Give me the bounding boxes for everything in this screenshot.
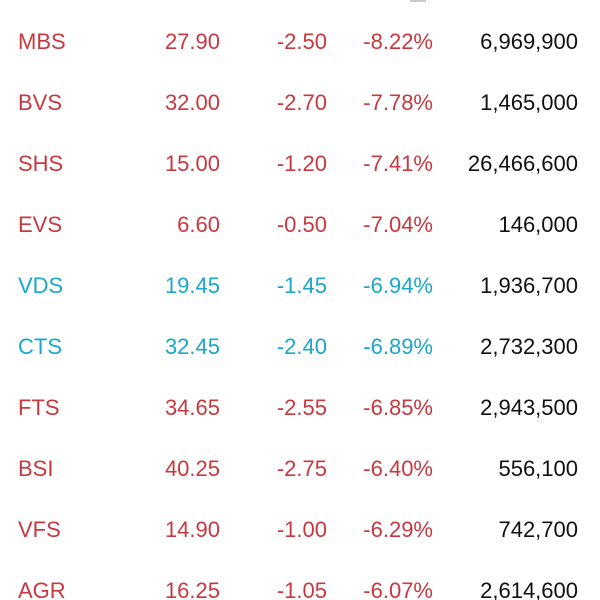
stock-price: 27.90 bbox=[164, 29, 220, 54]
stock-symbol: AGR bbox=[18, 578, 66, 600]
stock-price: 32.45 bbox=[164, 334, 220, 359]
stock-symbol: VFS bbox=[18, 517, 61, 542]
stock-change-percent: -6.94% bbox=[363, 273, 433, 298]
stock-volume: 2,943,500 bbox=[480, 395, 578, 420]
stock-change-percent: -7.78% bbox=[363, 90, 433, 115]
stock-price: 6.60 bbox=[177, 212, 220, 237]
stock-volume: 1,936,700 bbox=[480, 273, 578, 298]
stock-symbol: BVS bbox=[18, 90, 63, 115]
stock-change: -0.50 bbox=[276, 212, 327, 237]
stock-volume: 2,614,600 bbox=[480, 578, 578, 600]
stock-price: 34.65 bbox=[164, 395, 220, 420]
stock-row[interactable]: MBS 27.90 -2.50 -8.22% 6,969,900 bbox=[0, 11, 600, 72]
stock-symbol: MBS bbox=[18, 29, 66, 54]
stock-change-percent: -7.04% bbox=[363, 212, 433, 237]
stock-row[interactable]: FTS 34.65 -2.55 -6.85% 2,943,500 bbox=[0, 377, 600, 438]
stock-symbol: BSI bbox=[18, 456, 54, 481]
stock-change: -1.20 bbox=[276, 151, 327, 176]
stock-change: -2.75 bbox=[276, 456, 327, 481]
stock-symbol: VDS bbox=[18, 273, 64, 298]
stock-change: -1.45 bbox=[276, 273, 327, 298]
stock-row[interactable]: SHS 15.00 -1.20 -7.41% 26,466,600 bbox=[0, 133, 600, 194]
stock-price: 14.90 bbox=[164, 517, 220, 542]
stock-row[interactable]: VDS 19.45 -1.45 -6.94% 1,936,700 bbox=[0, 255, 600, 316]
stock-symbol: CTS bbox=[18, 334, 62, 359]
stock-change: -2.40 bbox=[276, 334, 327, 359]
stock-symbol: SHS bbox=[18, 151, 64, 176]
stock-row[interactable]: CTS 32.45 -2.40 -6.89% 2,732,300 bbox=[0, 316, 600, 377]
stock-price: 40.25 bbox=[164, 456, 220, 481]
stock-change: -1.00 bbox=[276, 517, 327, 542]
stock-change-percent: -6.89% bbox=[363, 334, 433, 359]
stock-row[interactable]: BVS 32.00 -2.70 -7.78% 1,465,000 bbox=[0, 72, 600, 133]
stock-price: 15.00 bbox=[164, 151, 220, 176]
stock-change: -2.70 bbox=[276, 90, 327, 115]
stock-volume: 742,700 bbox=[498, 517, 578, 542]
stock-change: -2.50 bbox=[276, 29, 327, 54]
stock-price: 32.00 bbox=[164, 90, 220, 115]
stock-volume: 2,732,300 bbox=[480, 334, 578, 359]
stock-volume: 6,969,900 bbox=[480, 29, 578, 54]
stock-change: -1.05 bbox=[276, 578, 327, 600]
stock-change: -2.55 bbox=[276, 395, 327, 420]
stock-row[interactable]: AGR 16.25 -1.05 -6.07% 2,614,600 bbox=[0, 560, 600, 600]
stock-volume: 146,000 bbox=[498, 212, 578, 237]
stock-change-percent: -6.85% bbox=[363, 395, 433, 420]
stock-change-percent: -6.07% bbox=[363, 578, 433, 600]
stock-price: 19.45 bbox=[164, 273, 220, 298]
stock-change-percent: -7.41% bbox=[363, 151, 433, 176]
top-edge-marker bbox=[410, 0, 426, 2]
stock-volume: 556,100 bbox=[498, 456, 578, 481]
stock-row[interactable]: EVS 6.60 -0.50 -7.04% 146,000 bbox=[0, 194, 600, 255]
stock-volume: 26,466,600 bbox=[467, 151, 578, 176]
stock-row[interactable]: VFS 14.90 -1.00 -6.29% 742,700 bbox=[0, 499, 600, 560]
stock-change-percent: -6.29% bbox=[363, 517, 433, 542]
stock-change-percent: -8.22% bbox=[363, 29, 433, 54]
stock-symbol: FTS bbox=[18, 395, 60, 420]
stock-symbol: EVS bbox=[18, 212, 63, 237]
stock-price: 16.25 bbox=[164, 578, 220, 600]
stock-row[interactable]: BSI 40.25 -2.75 -6.40% 556,100 bbox=[0, 438, 600, 499]
stock-volume: 1,465,000 bbox=[480, 90, 578, 115]
stock-change-percent: -6.40% bbox=[363, 456, 433, 481]
